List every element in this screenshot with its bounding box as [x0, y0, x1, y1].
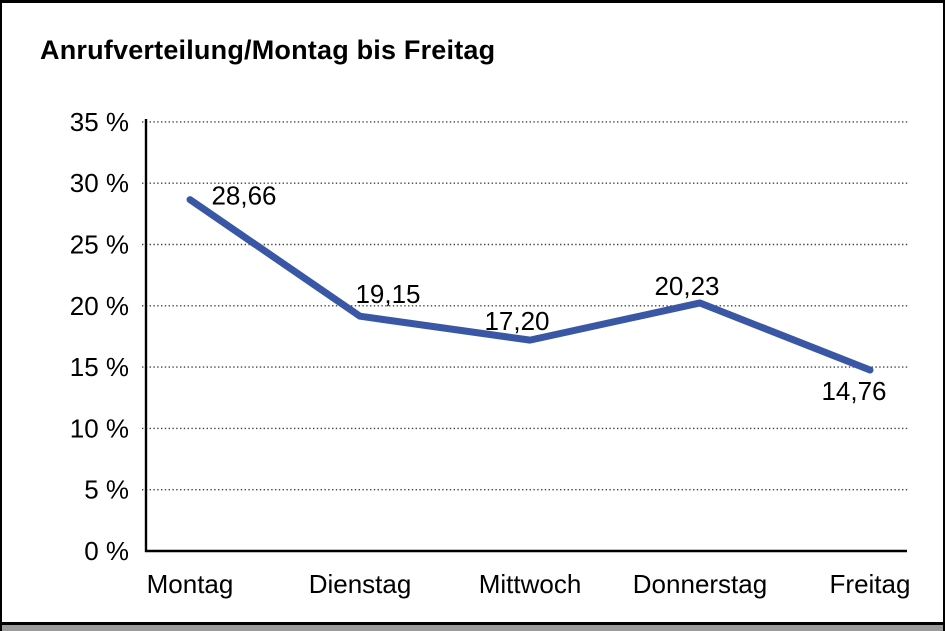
- data-point-label: 20,23: [654, 271, 719, 301]
- y-tick-label: 20 %: [70, 291, 129, 321]
- data-point-label: 17,20: [484, 306, 549, 336]
- x-category-label: Freitag: [830, 569, 911, 599]
- data-point-label: 19,15: [355, 279, 420, 309]
- data-point-label: 14,76: [821, 376, 886, 406]
- y-tick-label: 5 %: [84, 475, 129, 505]
- line-chart: 0 % 5 % 10 % 15 % 20 % 25 % 30 % 35 % Montag Dien…: [70, 107, 911, 599]
- y-tick-label: 10 %: [70, 413, 129, 443]
- y-tick-label: 30 %: [70, 168, 129, 198]
- y-tick-label: 0 %: [84, 536, 129, 566]
- data-line: [186, 196, 874, 374]
- x-category-label: Dienstag: [309, 569, 412, 599]
- y-tick-label: 25 %: [70, 230, 129, 260]
- y-tick-label: 15 %: [70, 352, 129, 382]
- page-bottom-shadow: [2, 625, 943, 631]
- x-category-label: Mittwoch: [479, 569, 582, 599]
- page-bottom-border: [2, 622, 943, 625]
- y-tick-label: 35 %: [70, 107, 129, 137]
- x-category-label: Donnerstag: [633, 569, 767, 599]
- chart-title: Anrufverteilung/Montag bis Freitag: [40, 35, 496, 65]
- x-category-label: Montag: [147, 569, 234, 599]
- data-point-label: 28,66: [211, 181, 276, 211]
